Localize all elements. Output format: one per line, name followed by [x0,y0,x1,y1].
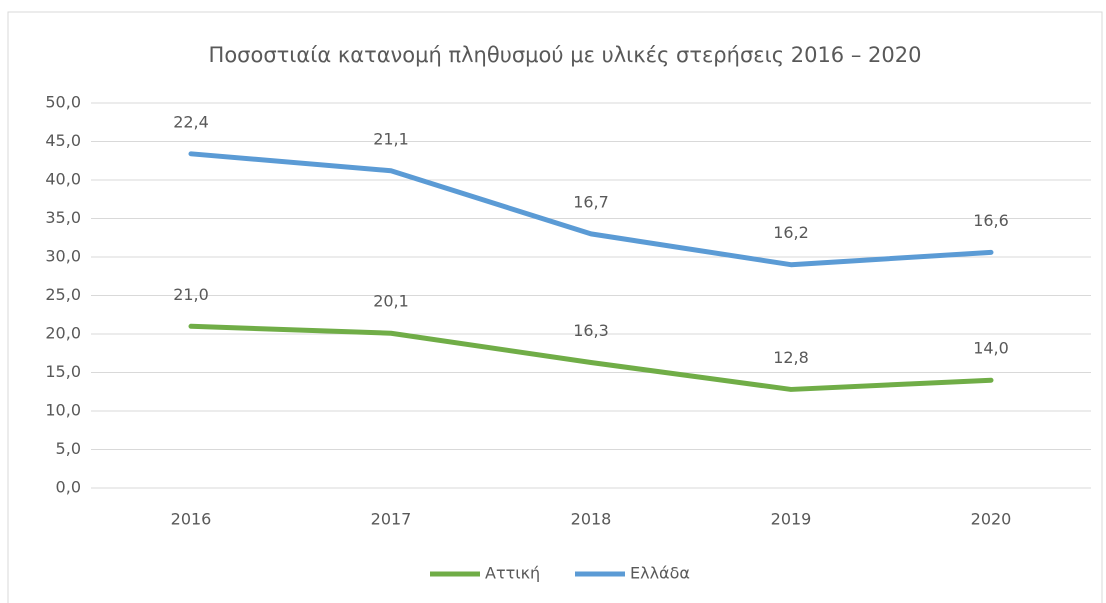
data-label: 16,7 [573,192,609,211]
data-label: 14,0 [973,339,1009,358]
y-tick-label: 20,0 [45,324,81,343]
series-line [188,151,994,268]
chart-title: Ποσοστιαία κατανομή πληθυσμού με υλικές … [209,43,922,67]
data-label: 22,4 [173,112,209,131]
data-label: 21,0 [173,285,209,304]
y-tick-label: 50,0 [45,93,81,112]
legend-label: Ελλάδα [630,564,690,583]
y-tick-label: 5,0 [56,439,81,458]
y-tick-label: 35,0 [45,208,81,227]
y-tick-label: 45,0 [45,131,81,150]
x-tick-label: 2019 [771,510,812,529]
data-label: 21,1 [373,129,409,148]
data-label: 16,3 [573,321,609,340]
series-line [188,323,994,392]
data-label: 20,1 [373,292,409,311]
y-tick-label: 25,0 [45,285,81,304]
chart-frame [7,11,1103,603]
y-tick-label: 30,0 [45,247,81,266]
y-tick-label: 10,0 [45,401,81,420]
x-tick-label: 2016 [171,510,212,529]
x-tick-label: 2020 [971,510,1012,529]
legend-label: Αττική [485,564,540,583]
data-label: 12,8 [773,348,809,367]
x-tick-label: 2018 [571,510,612,529]
data-label: 16,2 [773,223,809,242]
y-tick-label: 40,0 [45,170,81,189]
y-tick-label: 15,0 [45,362,81,381]
x-tick-label: 2017 [371,510,412,529]
y-tick-label: 0,0 [56,478,81,497]
data-label: 16,6 [973,211,1009,230]
